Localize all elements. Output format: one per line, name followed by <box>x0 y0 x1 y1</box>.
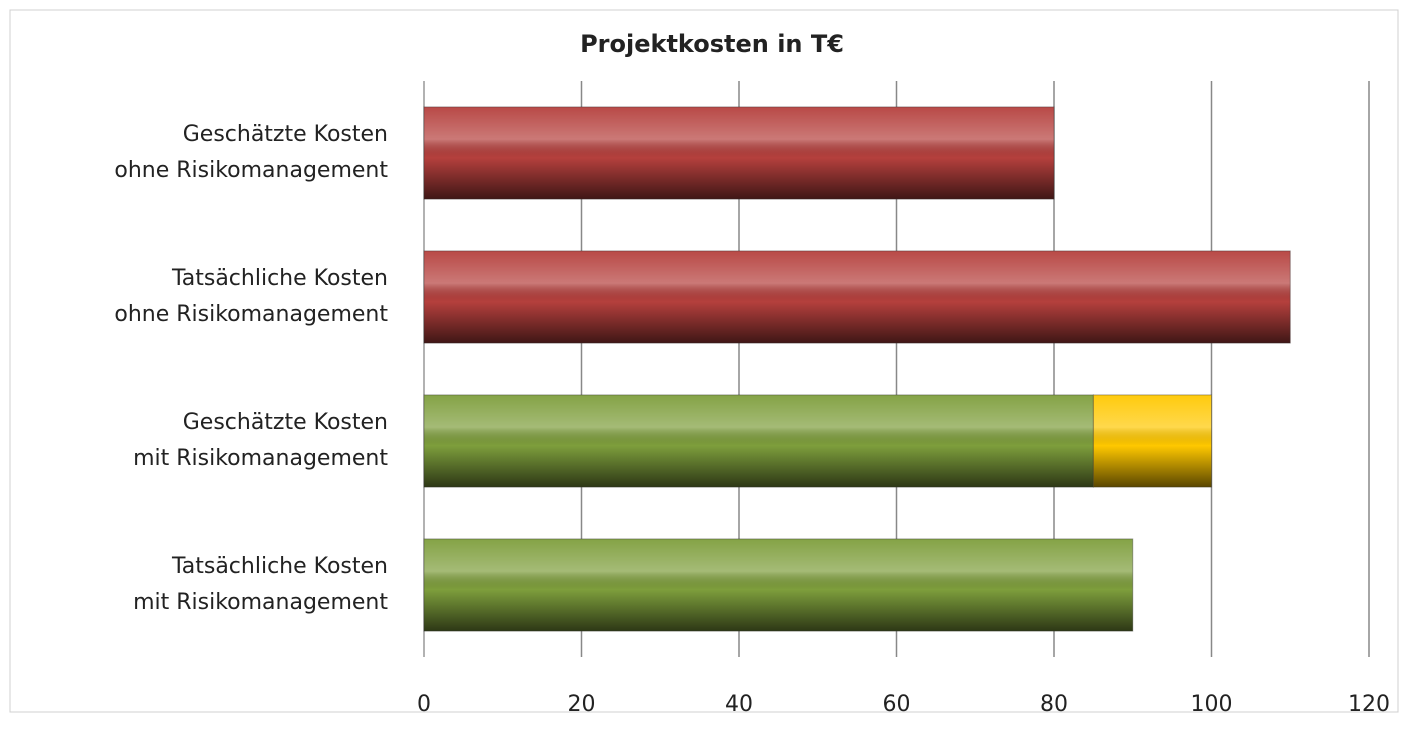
bar-shade <box>423 250 1291 344</box>
x-tick-label: 40 <box>725 692 753 717</box>
x-tick-label: 120 <box>1348 692 1390 717</box>
y-tick-label: ohne Risikomanagement <box>114 302 388 327</box>
y-tick-label: mit Risikomanagement <box>133 590 388 615</box>
x-tick-label: 0 <box>417 692 431 717</box>
x-tick-label: 100 <box>1191 692 1233 717</box>
x-tick-label: 20 <box>568 692 596 717</box>
y-tick-label: ohne Risikomanagement <box>114 158 388 183</box>
y-tick-label: mit Risikomanagement <box>133 446 388 471</box>
chart-title: Projektkosten in T€ <box>580 30 844 58</box>
bar-shade <box>423 538 1134 632</box>
bar-shade <box>423 106 1055 200</box>
bar-shade <box>423 394 1094 488</box>
x-tick-label: 60 <box>883 692 911 717</box>
y-tick-label: Tatsächliche Kosten <box>171 266 388 291</box>
y-tick-label: Tatsächliche Kosten <box>171 554 388 579</box>
y-tick-label: Geschätzte Kosten <box>183 410 388 435</box>
bar-shade <box>1092 394 1212 488</box>
y-tick-label: Geschätzte Kosten <box>183 122 388 147</box>
x-tick-label: 80 <box>1040 692 1068 717</box>
